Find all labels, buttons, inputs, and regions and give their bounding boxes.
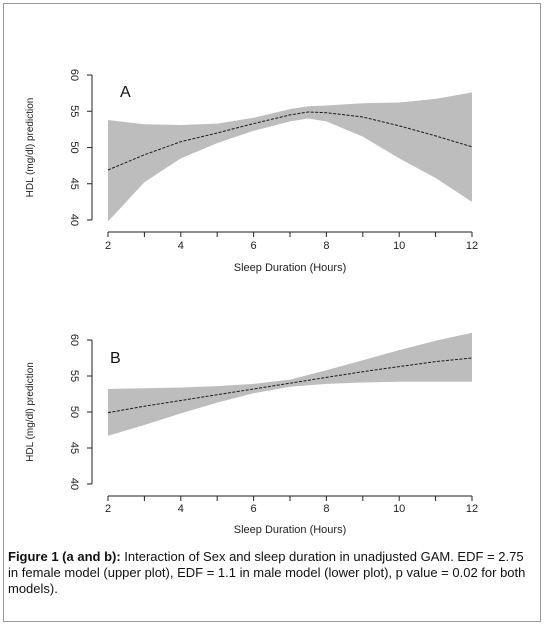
- y-tick-label: 45: [68, 178, 80, 190]
- y-tick-label: 40: [68, 214, 80, 226]
- confidence-band: [108, 332, 472, 436]
- prediction-line: [107, 111, 473, 171]
- x-tick-label: 2: [105, 240, 111, 252]
- x-axis-title: Sleep Duration (Hours): [234, 524, 347, 536]
- x-tick-label: 4: [178, 503, 184, 515]
- y-tick-label: 40: [68, 478, 80, 490]
- confidence-band: [108, 92, 472, 222]
- y-axis-title: HDL (mg/dl) prediction: [25, 98, 36, 198]
- chart-panel-a: 40 45 50 55 60 2 4 6 8 10 12 Sleep Duration (Hours)…: [25, 69, 478, 274]
- figure-caption: Figure 1 (a and b): Interaction of Sex a…: [8, 549, 536, 597]
- x-tick-label: 10: [393, 503, 405, 515]
- x-tick-label: 4: [178, 240, 184, 252]
- y-tick-label: 45: [68, 442, 80, 454]
- y-tick-label: 55: [68, 370, 80, 382]
- y-tick-label: 60: [68, 69, 80, 81]
- x-tick-label: 6: [251, 503, 257, 515]
- panel-letter: A: [120, 84, 131, 101]
- x-tick-label: 12: [466, 503, 478, 515]
- y-tick-label: 50: [68, 406, 80, 418]
- caption-text: Interaction of Sex and sleep duration in…: [8, 549, 526, 596]
- x-tick-label: 6: [251, 240, 257, 252]
- x-axis-title: Sleep Duration (Hours): [234, 262, 347, 274]
- y-tick-label: 60: [68, 334, 80, 346]
- panel-letter: B: [110, 350, 121, 367]
- x-tick-label: 10: [393, 240, 405, 252]
- x-tick-label: 12: [466, 240, 478, 252]
- y-axis-title: HDL (mg/dl) prediction: [25, 362, 36, 462]
- x-tick-label: 8: [323, 503, 329, 515]
- prediction-line: [107, 357, 473, 414]
- chart-panel-b: 40 45 50 55 60 2 4 6 8 10 12 Sleep Duration (Hours)…: [25, 332, 478, 536]
- y-tick-label: 55: [68, 105, 80, 117]
- x-tick-label: 2: [105, 503, 111, 515]
- y-tick-label: 50: [68, 141, 80, 153]
- x-tick-label: 8: [323, 240, 329, 252]
- caption-bold: Figure 1 (a and b):: [8, 549, 121, 564]
